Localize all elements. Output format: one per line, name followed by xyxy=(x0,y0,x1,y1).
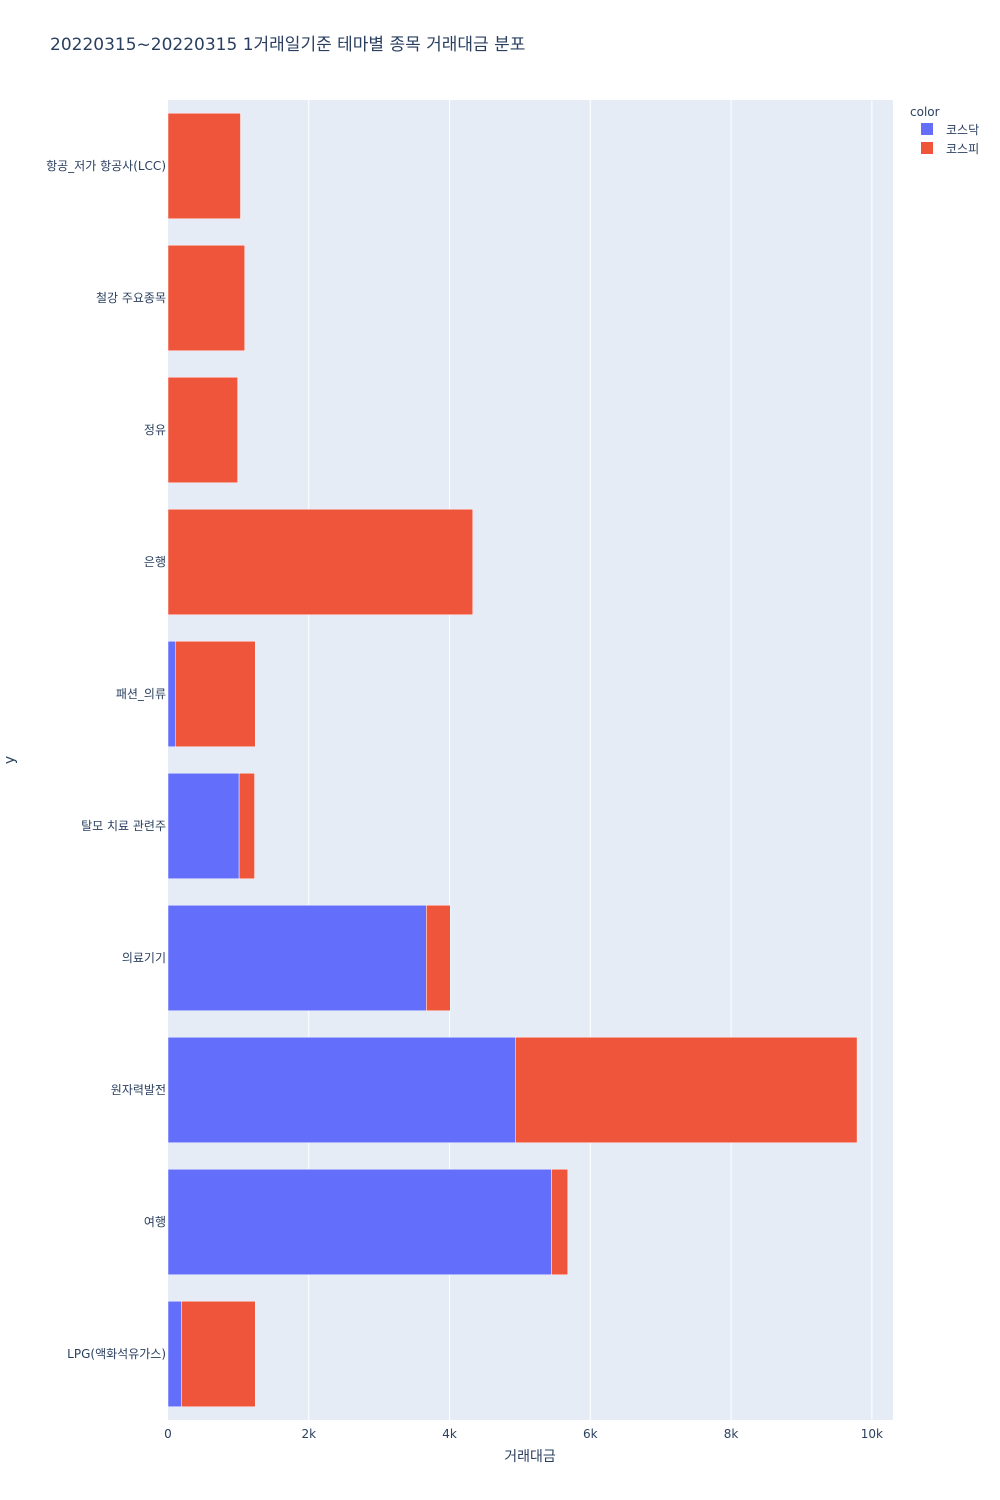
bar-kospi[interactable] xyxy=(551,1168,569,1276)
legend-swatch-kospi xyxy=(921,142,933,154)
bar-kosdaq[interactable] xyxy=(167,772,240,880)
bar-kosdaq[interactable] xyxy=(167,1300,182,1408)
bar-kospi[interactable] xyxy=(238,772,255,880)
y-tick-label: 은행 xyxy=(144,554,166,569)
x-tick-label: 4k xyxy=(442,1427,457,1441)
x-tick-label: 6k xyxy=(583,1427,598,1441)
bar-kosdaq[interactable] xyxy=(167,904,427,1012)
bar-kospi[interactable] xyxy=(426,904,451,1012)
bar-kospi[interactable] xyxy=(167,112,241,220)
bar-kospi[interactable] xyxy=(175,640,256,748)
y-tick-labels: LPG(액화석유가스) 여행 원자력발전 의료기기 탈모 치료 관련주 패션_의류 은행 정유… xyxy=(46,159,166,1361)
x-tick-label: 2k xyxy=(301,1427,316,1441)
bar-kosdaq[interactable] xyxy=(167,640,176,748)
bar-kosdaq[interactable] xyxy=(167,1168,552,1276)
x-tick-label: 10k xyxy=(861,1427,883,1441)
y-tick-label: 의료기기 xyxy=(122,951,166,965)
legend-item-kospi[interactable]: 코스피 xyxy=(921,142,979,156)
y-tick-label: 항공_저가 항공사(LCC) xyxy=(46,159,166,173)
y-tick-label: 원자력발전 xyxy=(111,1083,166,1097)
y-tick-label: 정유 xyxy=(144,423,166,437)
bars xyxy=(167,112,858,1408)
y-tick-label: LPG(액화석유가스) xyxy=(67,1347,166,1361)
bar-kospi[interactable] xyxy=(167,508,474,616)
x-tick-labels: 0 2k 4k 6k 8k 10k xyxy=(164,1427,883,1441)
legend-label-kospi: 코스피 xyxy=(946,142,979,156)
bar-kospi[interactable] xyxy=(167,244,245,352)
bar-kospi[interactable] xyxy=(167,376,238,484)
bar-kospi[interactable] xyxy=(181,1300,256,1408)
legend-swatch-kosdaq xyxy=(921,123,933,135)
chart-title: 20220315~20220315 1거래일기준 테마별 종목 거래대금 분포 xyxy=(50,35,525,55)
bar-kosdaq[interactable] xyxy=(167,1036,516,1144)
bar-kospi[interactable] xyxy=(515,1036,858,1144)
x-axis-title: 거래대금 xyxy=(504,1449,556,1465)
legend-label-kosdaq: 코스닥 xyxy=(946,123,979,137)
x-tick-label: 8k xyxy=(724,1427,739,1441)
y-tick-label: 패션_의류 xyxy=(116,687,166,701)
y-axis-title: y xyxy=(2,756,18,764)
y-tick-label: 철강 주요종목 xyxy=(96,291,166,305)
legend: color 코스닥 코스피 xyxy=(910,105,979,156)
legend-title: color xyxy=(910,105,940,119)
legend-item-kosdaq[interactable]: 코스닥 xyxy=(921,123,979,137)
x-tick-label: 0 xyxy=(164,1427,172,1441)
y-tick-label: 여행 xyxy=(144,1214,166,1229)
y-tick-label: 탈모 치료 관련주 xyxy=(81,819,166,833)
